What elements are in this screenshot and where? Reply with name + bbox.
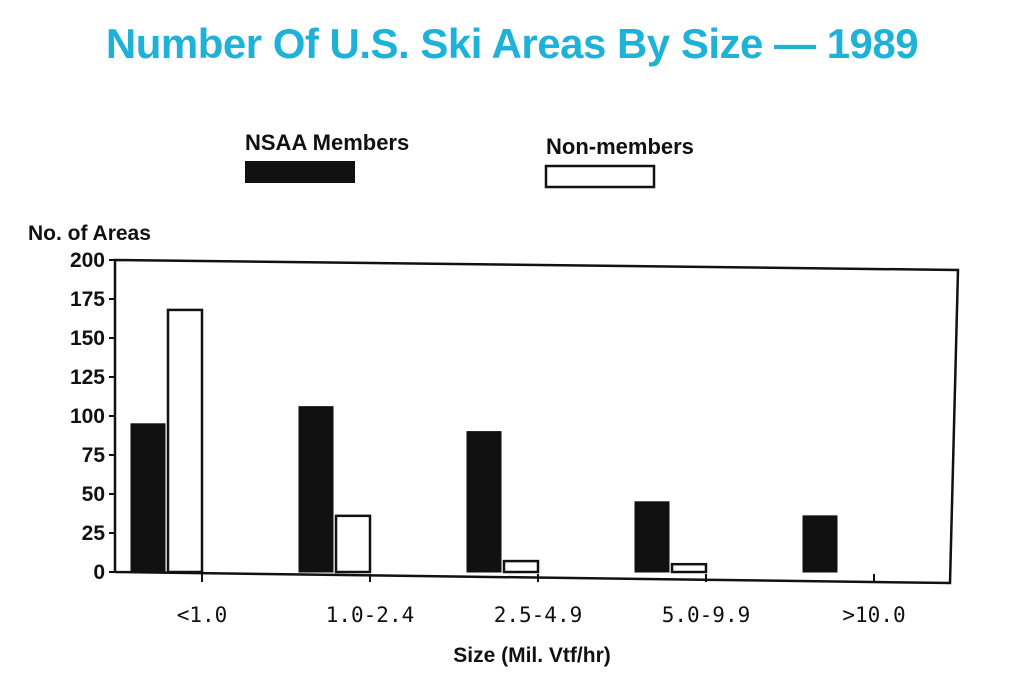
x-axis-ticks: <1.0 1.0-2.4 2.5-4.9 5.0-9.9 >10.0	[177, 574, 906, 627]
y-axis-label: No. of Areas	[28, 222, 151, 245]
y-tick-label: 125	[70, 366, 105, 389]
y-tick-label: 150	[70, 327, 105, 350]
bar-non-members	[670, 562, 708, 574]
bar-nsaa-members	[130, 423, 166, 573]
y-tick-label: 50	[82, 483, 105, 506]
legend: NSAA Members Non-members	[245, 130, 694, 189]
y-tick-label: 75	[82, 444, 106, 467]
x-tick-label: <1.0	[177, 603, 228, 627]
plot-frame	[113, 258, 960, 585]
y-tick-label: 175	[70, 288, 105, 311]
bar-non-members	[166, 308, 204, 574]
y-tick-label: 100	[70, 405, 105, 428]
legend-swatch-nsaa-members	[245, 161, 355, 183]
bar-nsaa-members	[466, 431, 502, 573]
y-tick-label: 25	[82, 522, 106, 545]
x-tick-label: 5.0-9.9	[662, 603, 751, 627]
chart-title: Number Of U.S. Ski Areas By Size — 1989	[105, 20, 919, 67]
bar-nsaa-members	[802, 515, 838, 573]
legend-label-nsaa-members: NSAA Members	[245, 130, 409, 155]
bar-nsaa-members	[634, 501, 670, 573]
x-axis-label: Size (Mil. Vtf/hr)	[453, 644, 611, 667]
x-tick-label: >10.0	[842, 603, 905, 627]
bar-non-members	[334, 514, 372, 574]
plot-border	[113, 258, 960, 585]
y-tick-label: 200	[70, 249, 105, 272]
legend-label-non-members: Non-members	[546, 134, 694, 159]
legend-swatch-non-members	[544, 164, 656, 189]
bar-non-members	[502, 559, 540, 574]
y-tick-label: 0	[93, 561, 105, 584]
x-tick-label: 2.5-4.9	[494, 603, 583, 627]
x-tick-label: 1.0-2.4	[326, 603, 415, 627]
bars	[130, 308, 838, 574]
y-axis-ticks: 0 25 50 75 100 125 150 175 200	[70, 249, 115, 584]
bar-nsaa-members	[298, 406, 334, 573]
